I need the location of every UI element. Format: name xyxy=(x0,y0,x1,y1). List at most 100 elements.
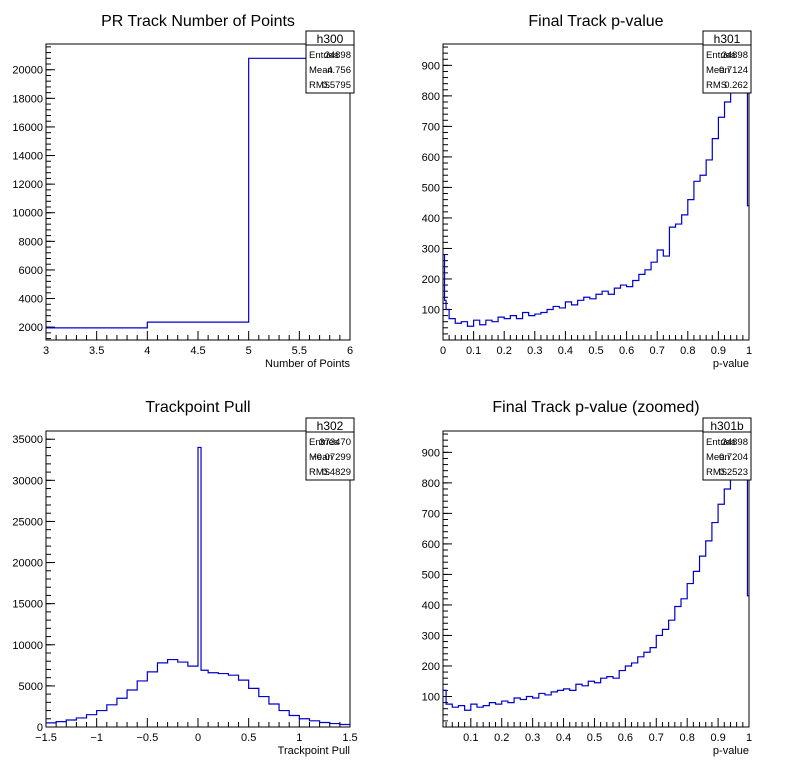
histogram-panel-1: PR Track Number of Points 3 3.5 4 4.5 5 5.5 6 20… xyxy=(12,13,355,370)
stats-value: 0.2523 xyxy=(719,467,748,478)
stats-box xyxy=(702,417,752,481)
x-tick-label: 0.8 xyxy=(680,345,695,357)
y-tick-label: 600 xyxy=(422,152,440,164)
histogram-panel-2: Final Track p-value 0 0.1 0.2 0.3 0.4 0.5 0.6 0.… xyxy=(422,13,752,370)
y-tick-label: 15000 xyxy=(12,599,43,611)
x-tick-label: 4 xyxy=(144,345,150,357)
y-tick-label: 500 xyxy=(422,182,440,194)
y-tick-label: 900 xyxy=(422,447,440,459)
y-tick-label: 18000 xyxy=(12,93,43,105)
stats-box xyxy=(702,30,752,94)
x-tick-label: 3 xyxy=(43,345,49,357)
chart-title: Final Track p-value xyxy=(528,13,663,30)
histogram-line xyxy=(46,446,350,726)
x-tick-label: 0.7 xyxy=(650,345,665,357)
x-tick-label: 0.1 xyxy=(463,732,478,744)
x-tick-label: 1 xyxy=(746,732,752,744)
chart-title: PR Track Number of Points xyxy=(101,13,295,30)
stats-value: 24898 xyxy=(722,437,748,448)
y-tick-label: 700 xyxy=(422,508,440,520)
x-tick-label: 0.1 xyxy=(466,345,481,357)
y-tick-label: 6000 xyxy=(19,265,43,277)
y-tick-label: 700 xyxy=(422,121,440,133)
y-tick-label: 25000 xyxy=(12,516,43,528)
x-axis-label: Number of Points xyxy=(265,358,350,370)
y-tick-label: 8000 xyxy=(19,236,43,248)
x-tick-label: 0.7 xyxy=(649,732,664,744)
stats-histogram-name: h301 xyxy=(714,32,741,46)
plot-frame xyxy=(45,43,351,341)
stats-label: RMS xyxy=(309,80,330,91)
x-tick-label: 1.5 xyxy=(342,732,357,744)
y-tick-label: 0 xyxy=(37,722,43,734)
x-tick-label: 6 xyxy=(347,345,353,357)
x-tick-label: −0.5 xyxy=(136,732,158,744)
y-tick-label: 20000 xyxy=(12,558,43,570)
y-tick-label: 30000 xyxy=(12,475,43,487)
y-tick-label: 12000 xyxy=(12,179,43,191)
stats-value: 0.7124 xyxy=(719,65,748,76)
stats-value: 0.4829 xyxy=(322,467,351,478)
x-axis-label: Trackpoint Pull xyxy=(278,745,350,757)
stats-histogram-name: h300 xyxy=(317,32,344,46)
x-tick-label: 0.5 xyxy=(587,732,602,744)
stats-label: Mean xyxy=(309,65,333,76)
x-tick-label: 0.4 xyxy=(558,345,573,357)
y-tick-label: 200 xyxy=(422,274,440,286)
stats-value: 24898 xyxy=(325,50,351,61)
y-tick-label: 5000 xyxy=(19,681,43,693)
x-tick-label: 0.8 xyxy=(680,732,695,744)
x-tick-label: 0.2 xyxy=(494,732,509,744)
stats-label: Mean xyxy=(706,452,730,463)
stats-value: 4.756 xyxy=(327,65,351,76)
stats-label: Entries xyxy=(309,437,339,448)
y-tick-label: 10000 xyxy=(12,640,43,652)
stats-value: 0.5795 xyxy=(322,80,351,91)
y-tick-label: 14000 xyxy=(12,151,43,163)
x-tick-label: −1 xyxy=(90,732,103,744)
x-tick-label: 1 xyxy=(746,345,752,357)
y-tick-label: 35000 xyxy=(12,434,43,446)
y-tick-label: 300 xyxy=(422,243,440,255)
histogram-line xyxy=(443,436,749,711)
x-tick-label: 0.5 xyxy=(241,732,256,744)
x-tick-label: 5.5 xyxy=(292,345,307,357)
stats-label: Entries xyxy=(706,437,736,448)
stats-value: 0.7204 xyxy=(719,452,748,463)
plot-frame xyxy=(442,430,750,728)
y-tick-label: 200 xyxy=(422,661,440,673)
y-tick-label: 100 xyxy=(422,691,440,703)
x-tick-label: 0.4 xyxy=(556,732,571,744)
x-tick-label: 3.5 xyxy=(89,345,104,357)
chart-title: Final Track p-value (zoomed) xyxy=(492,399,699,416)
stats-histogram-name: h301b xyxy=(710,419,744,433)
y-tick-label: 900 xyxy=(422,60,440,72)
histogram-line xyxy=(46,57,350,329)
x-axis-label: p-value xyxy=(713,358,749,370)
x-tick-label: −1.5 xyxy=(35,732,57,744)
y-tick-label: 100 xyxy=(422,304,440,316)
x-tick-label: 0 xyxy=(440,345,446,357)
stats-value: 373470 xyxy=(319,437,351,448)
stats-label: RMS xyxy=(706,80,727,91)
histogram-panel-3: Trackpoint Pull −1.5 −1 −0.5 0 0.5 1 1.5 0 5000 10… xyxy=(12,399,357,757)
y-tick-label: 600 xyxy=(422,539,440,551)
chart-title: Trackpoint Pull xyxy=(145,399,250,416)
stats-box xyxy=(305,417,355,481)
stats-box xyxy=(305,30,355,94)
y-tick-label: 500 xyxy=(422,569,440,581)
x-tick-label: 5 xyxy=(246,345,252,357)
x-tick-label: 0.3 xyxy=(525,732,540,744)
x-tick-label: 4.5 xyxy=(190,345,205,357)
stats-label: Entries xyxy=(309,50,339,61)
x-tick-label: 0.2 xyxy=(497,345,512,357)
stats-value: 24898 xyxy=(722,50,748,61)
histogram-panel-4: Final Track p-value (zoomed) 0.1 0.2 0.3 0.4… xyxy=(422,399,752,757)
stats-label: RMS xyxy=(309,467,330,478)
stats-label: Mean xyxy=(706,65,730,76)
x-tick-label: 0.6 xyxy=(618,732,633,744)
stats-histogram-name: h302 xyxy=(317,419,344,433)
histogram-line xyxy=(443,49,749,327)
stats-value: 0.262 xyxy=(724,80,748,91)
